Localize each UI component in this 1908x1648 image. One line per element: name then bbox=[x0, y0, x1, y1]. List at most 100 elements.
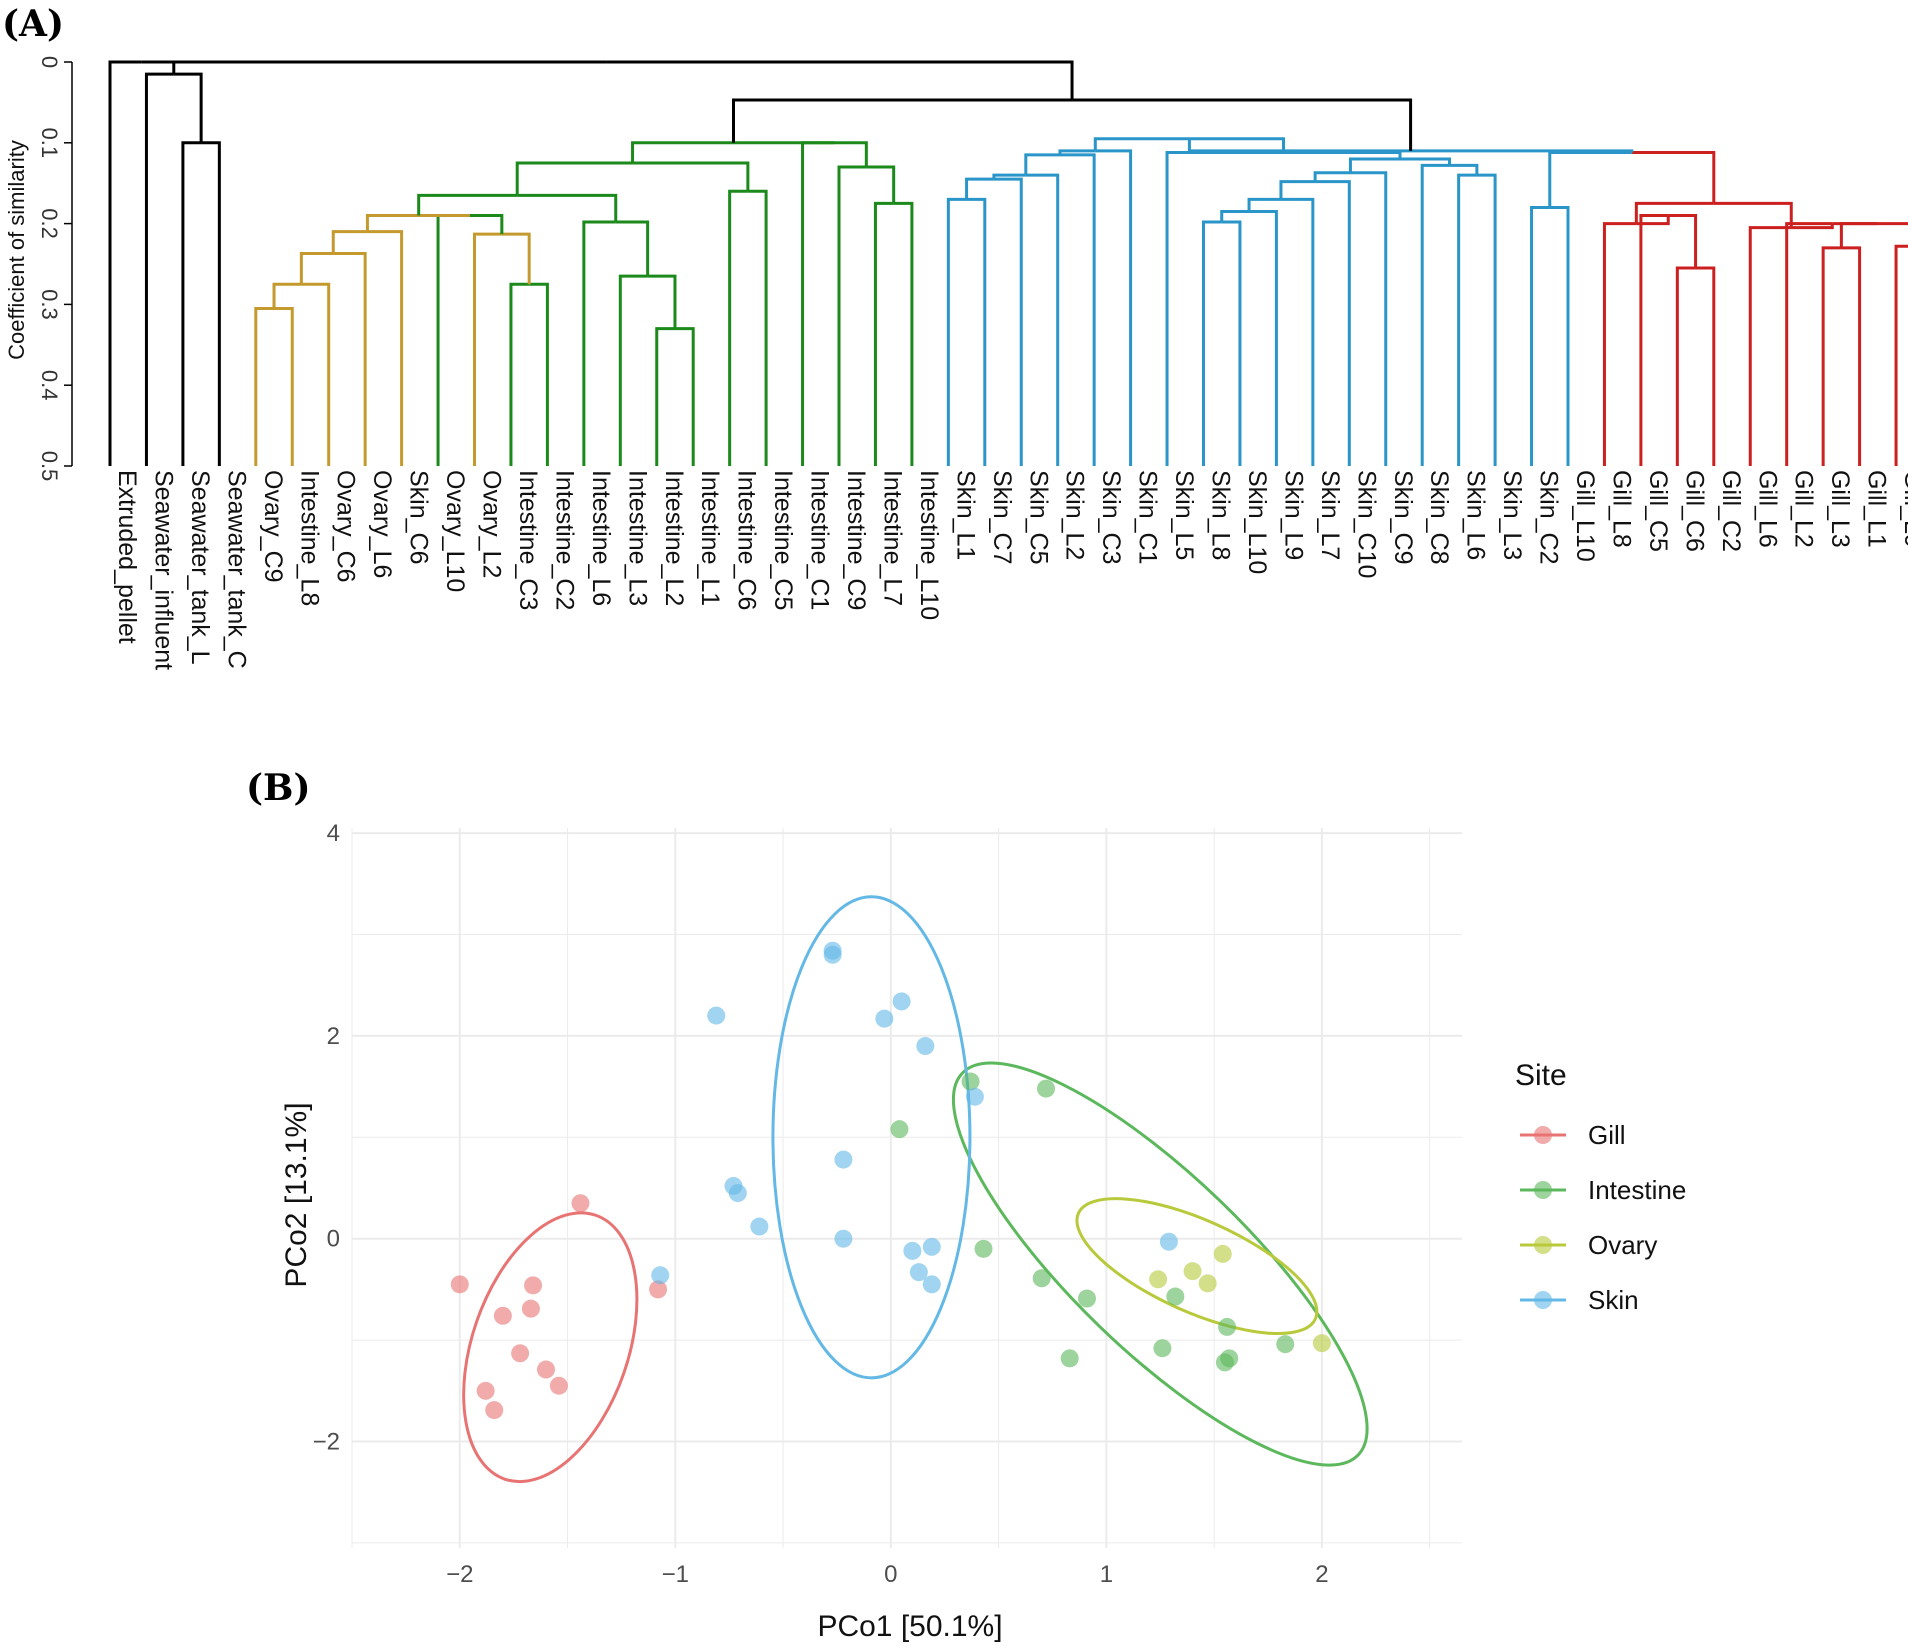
dendrogram-link bbox=[1530, 205, 1550, 466]
dendrogram-leaf-label: Seawater_influent bbox=[149, 470, 177, 670]
pcoa-point-intestine bbox=[974, 1239, 993, 1258]
dendrogram-leaf-label: Gill_C2 bbox=[1717, 470, 1745, 552]
dendrogram-link bbox=[1841, 246, 1862, 466]
dendrogram-leaf-label: Gill_L9 bbox=[1899, 470, 1908, 548]
pcoa-point-skin bbox=[909, 1263, 928, 1282]
pcoa-point-skin bbox=[728, 1184, 747, 1203]
pcoa-x-tick-label: 0 bbox=[884, 1561, 897, 1588]
dendrogram-link bbox=[1549, 205, 1570, 466]
dendrogram-link bbox=[299, 251, 334, 285]
dendrogram-leaf-label: Intestine_L7 bbox=[878, 470, 906, 606]
pcoa-point-skin bbox=[922, 1275, 941, 1294]
dendrogram-link bbox=[1202, 220, 1222, 466]
dendrogram-link bbox=[108, 60, 142, 466]
pcoa-point-intestine bbox=[1077, 1289, 1096, 1308]
dendrogram-link bbox=[1602, 222, 1637, 466]
dendrogram-link bbox=[1315, 180, 1351, 466]
dendrogram-link bbox=[1279, 180, 1316, 200]
pcoa-x-axis-title: PCo1 [50.1%] bbox=[817, 1610, 1002, 1643]
dendrogram-link bbox=[1457, 173, 1477, 466]
dendrogram-link bbox=[618, 274, 648, 466]
dendrogram-leaf-label: Gill_L3 bbox=[1826, 470, 1854, 548]
pcoa-point-skin bbox=[707, 1006, 726, 1025]
dendrogram-leaf-label: Ovary_C9 bbox=[259, 470, 287, 583]
dendrogram-link bbox=[1247, 197, 1281, 212]
dendrogram-leaf-label: Skin_C3 bbox=[1097, 470, 1125, 565]
legend-key-point bbox=[1534, 1126, 1552, 1144]
pcoa-point-skin bbox=[916, 1037, 935, 1056]
dendrogram-link bbox=[993, 177, 1023, 466]
dendrogram-leaf-label: Intestine_L1 bbox=[696, 470, 724, 606]
dendrogram-link bbox=[501, 232, 531, 285]
pcoa-ellipse-skin bbox=[771, 895, 972, 1380]
dendrogram-link bbox=[1348, 157, 1400, 173]
dendrogram-link bbox=[1025, 173, 1060, 466]
dendrogram-link bbox=[1059, 153, 1096, 466]
dendrogram-leaf-label: Gill_L6 bbox=[1753, 470, 1781, 548]
dendrogram-leaf-label: Gill_C6 bbox=[1680, 470, 1708, 552]
dendrogram-leaf-label: Skin_L1 bbox=[951, 470, 979, 560]
pcoa-point-ovary bbox=[1312, 1334, 1331, 1353]
dendrogram-link bbox=[473, 232, 502, 466]
pcoa-point-gill bbox=[493, 1306, 512, 1325]
dendrogram-leaf-label: Skin_L7 bbox=[1316, 470, 1344, 560]
dendrogram-link bbox=[1189, 137, 1286, 153]
pcoa-point-ovary bbox=[1149, 1270, 1168, 1289]
pcoa-y-tick-label: 0 bbox=[327, 1226, 340, 1253]
dendrogram-link bbox=[582, 220, 616, 466]
dendrogram-link bbox=[893, 201, 914, 466]
dendrogram-link bbox=[517, 193, 618, 222]
dendrogram-leaf-label: Gill_L1 bbox=[1863, 470, 1891, 548]
dendrogram-link bbox=[1713, 201, 1793, 228]
dendrogram-link bbox=[866, 165, 896, 204]
pcoa-x-tick-label: −2 bbox=[446, 1561, 473, 1588]
dendrogram-leaf-label: Skin_L3 bbox=[1498, 470, 1526, 560]
dendrogram-link bbox=[1668, 214, 1698, 269]
dendrogram-link bbox=[365, 214, 419, 232]
dendrogram-link bbox=[331, 230, 368, 254]
dendrogram-link bbox=[272, 282, 302, 309]
pcoa-tick-labels: −2 −1 0 1 2 −2 0 2 4 bbox=[313, 820, 1329, 1588]
dendrogram-link bbox=[747, 189, 768, 466]
dendrogram-link bbox=[1280, 197, 1315, 466]
dendrogram-link bbox=[1634, 201, 1714, 224]
pcoa-point-skin bbox=[903, 1241, 922, 1260]
dendrogram-link bbox=[1894, 244, 1908, 466]
legend-key-point bbox=[1534, 1181, 1552, 1199]
dendrogram-link bbox=[1283, 150, 1402, 159]
pcoa-point-gill bbox=[485, 1401, 504, 1420]
dendrogram-link bbox=[1877, 222, 1908, 226]
dendrogram-leaf-label: Skin_C2 bbox=[1535, 470, 1563, 565]
dendrogram-y-tick-label: 0 bbox=[37, 56, 62, 68]
dendrogram-link bbox=[873, 201, 894, 466]
dendrogram-link bbox=[834, 141, 868, 168]
pcoa-point-intestine bbox=[1060, 1349, 1079, 1368]
legend-key-point bbox=[1534, 1291, 1552, 1309]
dendrogram-link bbox=[728, 189, 748, 466]
pcoa-point-skin bbox=[875, 1009, 894, 1028]
dendrogram-leaf-label: Skin_L2 bbox=[1061, 470, 1089, 560]
pcoa-y-tick-label: −2 bbox=[313, 1429, 340, 1456]
pcoa-point-gill bbox=[450, 1275, 469, 1294]
pcoa-point-skin bbox=[965, 1087, 984, 1106]
pcoa-point-gill bbox=[521, 1299, 540, 1318]
pcoa-ellipses bbox=[462, 895, 1369, 1484]
panel-a-label: (A) bbox=[2, 3, 64, 45]
pcoa-point-intestine bbox=[1218, 1317, 1237, 1336]
pcoa-point-gill bbox=[524, 1276, 543, 1295]
dendrogram-leaf-label: Gill_L2 bbox=[1790, 470, 1818, 548]
pcoa-point-ovary bbox=[1213, 1244, 1232, 1263]
dendrogram-leaf-label: Intestine_L6 bbox=[587, 470, 615, 606]
pcoa-x-tick-label: −1 bbox=[662, 1561, 689, 1588]
pcoa-point-intestine bbox=[1166, 1287, 1185, 1306]
dendrogram-link bbox=[529, 282, 549, 466]
pcoa-point-gill bbox=[549, 1376, 568, 1395]
dendrogram-link bbox=[181, 141, 202, 466]
dendrogram-link bbox=[647, 274, 677, 329]
dendrogram-link bbox=[141, 60, 176, 75]
pcoa-point-intestine bbox=[1276, 1335, 1295, 1354]
pcoa-point-skin bbox=[922, 1237, 941, 1256]
dendrogram-link bbox=[992, 173, 1026, 180]
dendrogram-link bbox=[631, 141, 734, 163]
